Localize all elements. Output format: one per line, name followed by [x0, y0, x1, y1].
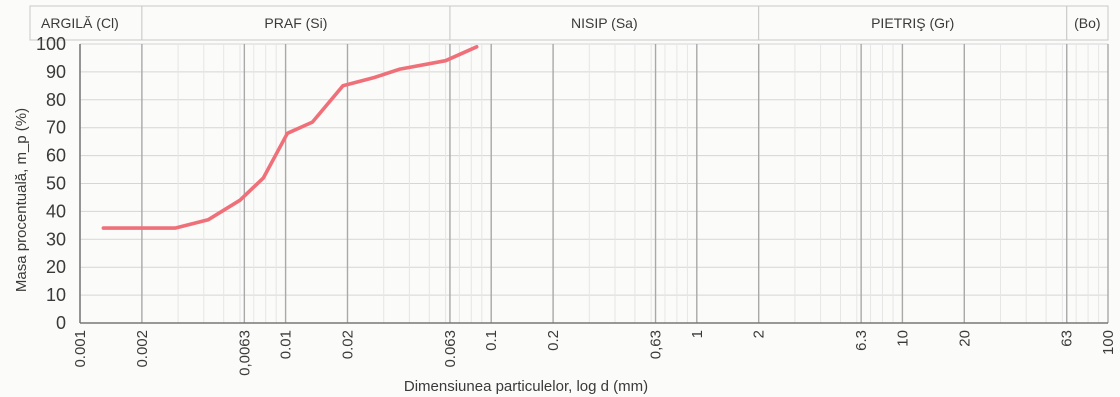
- x-tick-labels: 0.001 0.002 0,0063 0.01 0.02 0.063 0.1 0.2 0,63 1…: [72, 330, 1117, 376]
- x-tick-label: 0.063: [442, 330, 459, 368]
- band-cell-0: [29, 5, 143, 41]
- x-tick-label: 0,0063: [236, 330, 253, 376]
- x-tick-label: 0.01: [278, 330, 295, 359]
- x-tick-label: 0.001: [72, 330, 89, 368]
- x-tick-label: 0.1: [483, 330, 500, 351]
- y-tick-label: 30: [46, 229, 66, 249]
- x-tick-label: 0.2: [545, 330, 562, 351]
- y-axis-label: Masa procentuală, m_p (%): [13, 108, 30, 292]
- band-label: PRAF (Si): [264, 15, 327, 31]
- series-lines: [101, 44, 479, 230]
- band-label: (Bo): [1074, 15, 1100, 31]
- y-tick-label: 70: [46, 118, 66, 138]
- grid-lines: [79, 43, 1109, 324]
- band-cell-4: [1066, 5, 1109, 41]
- soil-bands: ARGILĂ (Cl) PRAF (Si) NISIP (Sa) PIETRIŞ (G…: [29, 5, 1109, 41]
- x-tick-label: 1: [689, 330, 706, 338]
- band-cell-1: [141, 5, 451, 41]
- x-tick-label: 0.002: [134, 330, 151, 368]
- y-tick-label: 80: [46, 90, 66, 110]
- y-tick-label: 60: [46, 146, 66, 166]
- y-tick-label: 100: [36, 34, 66, 54]
- x-tick-label: 0,63: [648, 330, 665, 359]
- x-tick-label: 20: [956, 330, 973, 347]
- band-label: ARGILĂ (Cl): [41, 15, 119, 31]
- x-tick-label: 2: [751, 330, 768, 338]
- y-tick-label: 90: [46, 62, 66, 82]
- band-label: PIETRIŞ (Gr): [871, 15, 954, 31]
- x-axis-label: Dimensiunea particulelor, log d (mm): [404, 378, 648, 395]
- x-tick-label: 100: [1100, 330, 1117, 355]
- y-tick-label: 40: [46, 201, 66, 221]
- band-label: NISIP (Sa): [571, 15, 638, 31]
- y-tick-labels: 0 10 20 30 40 50 60 70 80 90 100: [36, 34, 66, 333]
- x-tick-label: 10: [894, 330, 911, 347]
- y-tick-label: 50: [46, 174, 66, 194]
- y-tick-label: 0: [56, 313, 66, 333]
- x-tick-label: 0.02: [339, 330, 356, 359]
- y-tick-label: 20: [46, 257, 66, 277]
- x-tick-label: 6.3: [853, 330, 870, 351]
- band-cell-2: [449, 5, 760, 41]
- series-line-0: [101, 44, 479, 230]
- x-tick-label: 63: [1059, 330, 1076, 347]
- y-tick-label: 10: [46, 285, 66, 305]
